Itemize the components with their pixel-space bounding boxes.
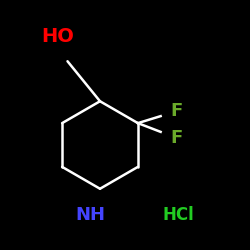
Text: HCl: HCl bbox=[162, 206, 194, 224]
Text: NH: NH bbox=[75, 206, 105, 224]
Text: HO: HO bbox=[41, 27, 74, 46]
Text: F: F bbox=[170, 129, 183, 147]
Text: F: F bbox=[170, 102, 183, 120]
